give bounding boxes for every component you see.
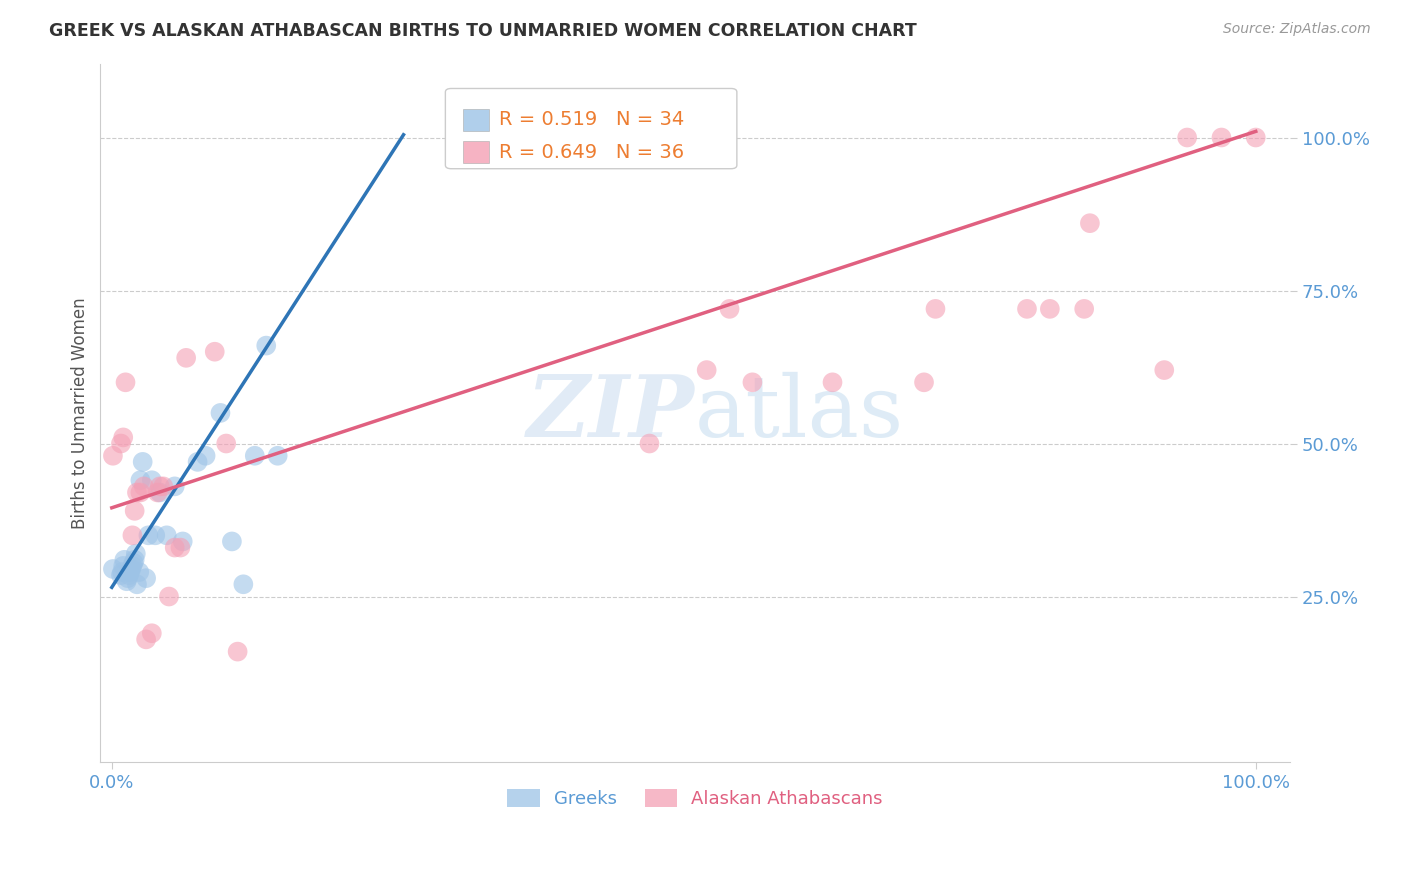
Point [110, 568, 132, 582]
Point [129, 473, 152, 487]
Point [152, 479, 174, 493]
Point [146, 485, 169, 500]
Point [135, 571, 157, 585]
Point [120, 562, 142, 576]
Text: R = 0.519   N = 34: R = 0.519 N = 34 [499, 111, 685, 129]
Point [124, 553, 146, 567]
Point [125, 547, 148, 561]
Point [149, 479, 172, 493]
Legend: Greeks, Alaskan Athabascans: Greeks, Alaskan Athabascans [501, 781, 890, 815]
Point [117, 571, 139, 585]
Point [169, 541, 191, 555]
Point [638, 436, 661, 450]
Point [204, 344, 226, 359]
Point [138, 528, 160, 542]
Point [209, 406, 232, 420]
Point [741, 376, 763, 390]
Point [101, 562, 124, 576]
Text: Source: ZipAtlas.com: Source: ZipAtlas.com [1223, 22, 1371, 37]
Point [114, 376, 136, 390]
Point [132, 479, 155, 493]
Point [135, 632, 157, 647]
Point [174, 351, 197, 365]
Text: atlas: atlas [695, 371, 904, 455]
Point [143, 528, 166, 542]
Point [112, 558, 135, 573]
Point [129, 485, 152, 500]
Bar [463, 141, 489, 163]
Point [111, 565, 134, 579]
Point [232, 577, 254, 591]
FancyBboxPatch shape [446, 88, 737, 169]
Point [163, 479, 186, 493]
Text: R = 0.649   N = 36: R = 0.649 N = 36 [499, 143, 685, 161]
Point [121, 558, 143, 573]
Point [141, 473, 163, 487]
Point [215, 436, 238, 450]
Point [118, 568, 141, 582]
Point [128, 565, 150, 579]
Point [187, 455, 209, 469]
Point [124, 504, 146, 518]
Point [821, 376, 844, 390]
Point [912, 376, 935, 390]
Point [718, 301, 741, 316]
Point [121, 528, 143, 542]
Point [112, 430, 135, 444]
Point [172, 534, 194, 549]
Text: GREEK VS ALASKAN ATHABASCAN BIRTHS TO UNMARRIED WOMEN CORRELATION CHART: GREEK VS ALASKAN ATHABASCAN BIRTHS TO UN… [49, 22, 917, 40]
Point [1211, 130, 1233, 145]
Point [243, 449, 266, 463]
Point [696, 363, 718, 377]
Bar [463, 109, 489, 131]
Point [112, 553, 135, 567]
Point [141, 626, 163, 640]
Point [226, 645, 249, 659]
Point [131, 455, 153, 469]
Point [266, 449, 288, 463]
Point [1244, 130, 1267, 145]
Text: ZIP: ZIP [527, 371, 695, 455]
Point [122, 556, 145, 570]
Point [120, 565, 142, 579]
Point [101, 449, 124, 463]
Point [1175, 130, 1198, 145]
Point [1153, 363, 1175, 377]
Point [125, 485, 148, 500]
Point [115, 574, 138, 589]
Point [924, 301, 946, 316]
Point [1078, 216, 1101, 230]
Point [1015, 301, 1038, 316]
Point [1073, 301, 1095, 316]
Point [1039, 301, 1062, 316]
Point [254, 338, 277, 352]
Point [125, 577, 148, 591]
Point [156, 528, 179, 542]
Point [194, 449, 217, 463]
Point [110, 436, 132, 450]
Point [157, 590, 180, 604]
Point [149, 485, 172, 500]
Point [221, 534, 243, 549]
Point [163, 541, 186, 555]
Y-axis label: Births to Unmarried Women: Births to Unmarried Women [72, 297, 89, 529]
